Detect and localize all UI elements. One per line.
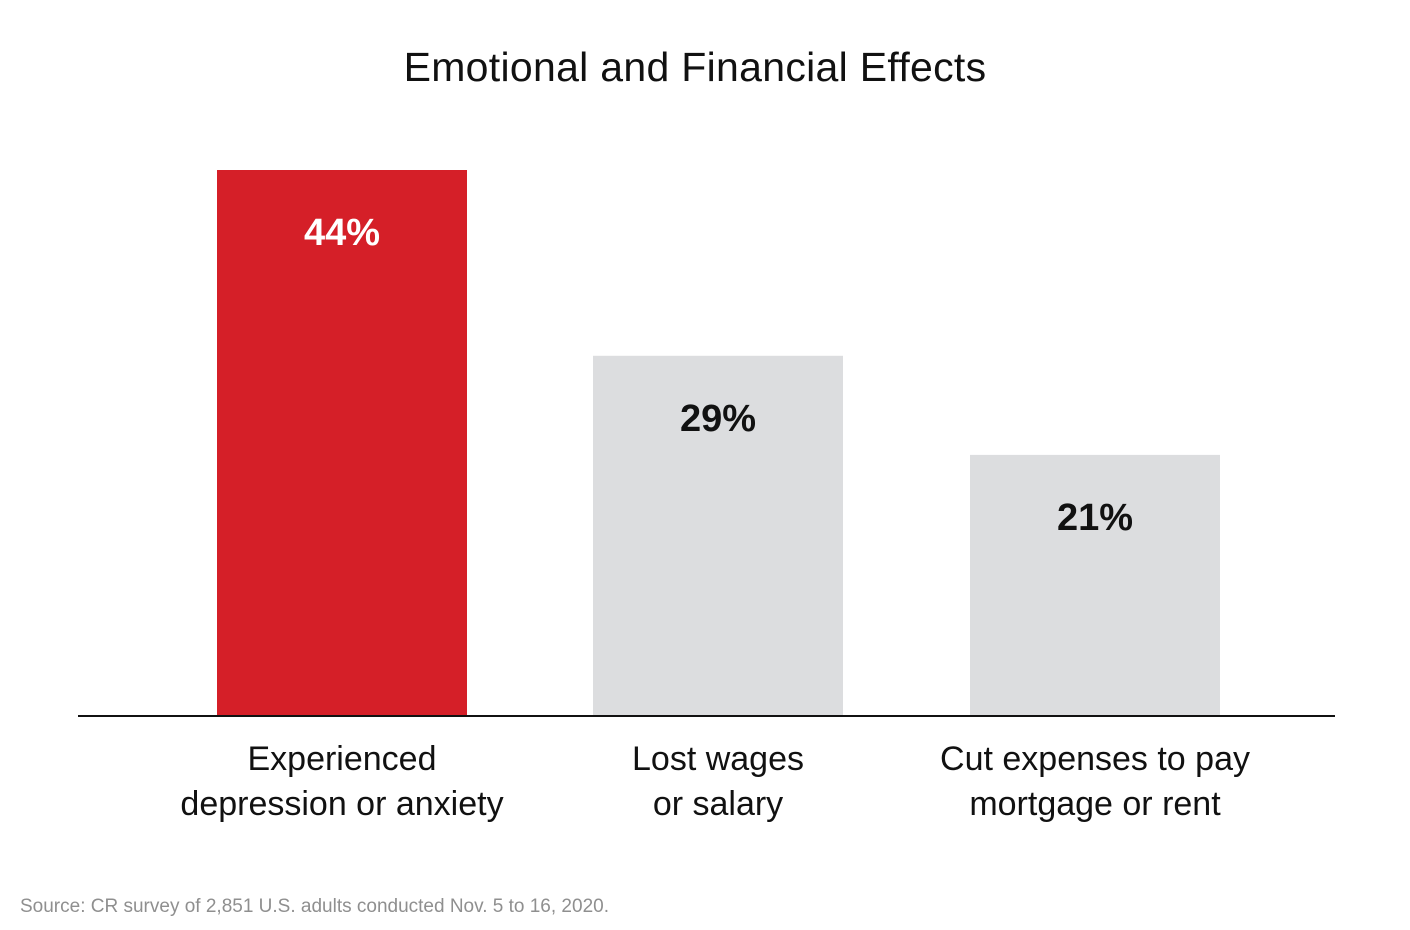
category-label-line: Experienced [247,740,437,778]
bar-value-label-1: 44% [304,212,380,254]
category-label-line: depression or anxiety [180,785,504,823]
bar-3 [970,454,1220,715]
category-label-3: Cut expenses to pay mortgage or rent [885,737,1305,827]
source-note: Source: CR survey of 2,851 U.S. adults c… [20,896,609,917]
category-label-line: or salary [652,785,784,823]
bar-value-label-3: 21% [1057,497,1133,539]
chart-title: Emotional and Financial Effects [403,44,987,90]
category-label-line: Cut expenses to pay [940,740,1250,778]
category-label-line: mortgage or rent [969,785,1221,823]
bar-2 [593,355,843,715]
bar-1 [217,170,467,715]
category-label-1: Experienced depression or anxiety [132,737,552,827]
category-label-2: Lost wages or salary [508,737,928,827]
category-label-line: Lost wages [632,740,804,778]
bar-value-label-2: 29% [680,398,756,440]
